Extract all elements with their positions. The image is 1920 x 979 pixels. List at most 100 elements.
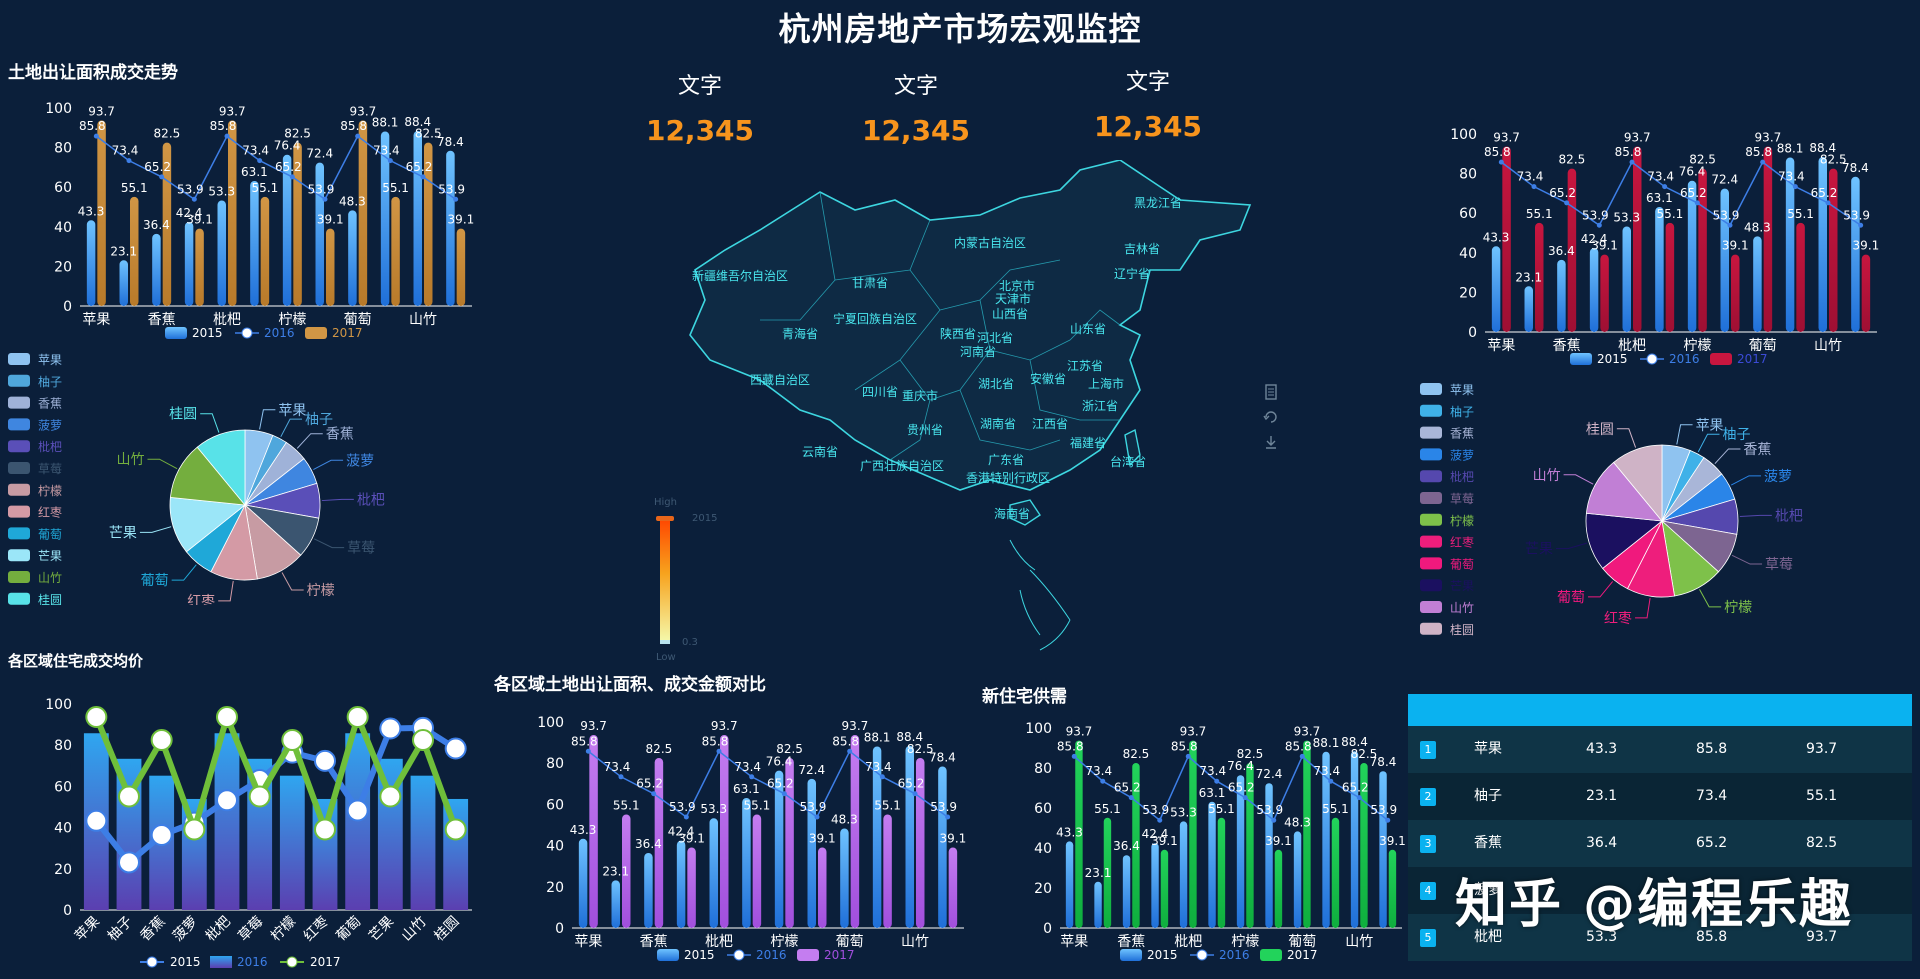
data-label-2015: 88.4 [1341, 735, 1368, 749]
legend-swatch [8, 353, 30, 365]
x-tick-label: 柠檬 [268, 914, 299, 945]
bar-2015 [1151, 843, 1159, 928]
province-label: 西藏自治区 [750, 373, 810, 387]
data-label-2017: 39.1 [1591, 239, 1618, 253]
data-label-2015: 36.4 [635, 837, 662, 851]
bar-2015 [1094, 881, 1102, 928]
bar-2015 [1122, 855, 1131, 928]
data-label-2016: 85.8 [571, 734, 598, 748]
data-label-2017: 93.7 [1624, 130, 1651, 144]
legend-label-2016: 2016 [264, 326, 295, 340]
data-label-2016: 65.2 [1342, 781, 1369, 795]
table-header-cell [1574, 694, 1684, 726]
data-label-2017: 82.5 [1559, 153, 1586, 167]
point-2015 [85, 809, 108, 832]
x-tick-label: 枇杷 [213, 312, 241, 328]
bar-2017 [1502, 146, 1511, 332]
visual-map-bottom-handle[interactable] [660, 640, 670, 644]
pie-slice [196, 429, 246, 507]
bar-2015 [1322, 751, 1330, 928]
bar-2016 [345, 733, 371, 910]
data-label-2015: 63.1 [1646, 191, 1673, 205]
bar-2015 [282, 154, 292, 306]
data-label-2015: 72.4 [1711, 173, 1738, 187]
save-image-icon[interactable] [1263, 434, 1279, 450]
data-label-2015: 88.1 [1313, 736, 1340, 750]
legend-marker-2016 [241, 327, 253, 339]
data-label-2015: 76.4 [1679, 165, 1706, 179]
pie-label-line [313, 538, 345, 549]
legend-swatch [1420, 557, 1442, 570]
table-cell: 93.7 [1806, 929, 1838, 945]
pie-label-line [259, 409, 276, 430]
bar-2017 [456, 228, 466, 306]
x-tick-label: 葡萄 [836, 934, 864, 950]
legend-label-2016: 2016 [1219, 948, 1250, 962]
bar-2017 [1303, 740, 1311, 928]
point-2016 [1629, 159, 1635, 165]
bar-2017 [1796, 222, 1805, 332]
legend-swatch-2017 [305, 327, 327, 339]
x-tick-label: 香蕉 [148, 312, 176, 328]
legend-label: 枇杷 [1450, 469, 1474, 484]
province-label: 青海省 [782, 326, 818, 341]
data-label-2016: 73.4 [1085, 764, 1112, 778]
bar-2017 [948, 847, 958, 928]
data-label-2015: 88.4 [896, 730, 923, 744]
x-tick-label: 香蕉 [1553, 338, 1581, 354]
visual-map-top-handle[interactable] [656, 516, 674, 521]
province-label: 贵州省 [907, 423, 943, 437]
data-label-2015: 42.4 [1581, 232, 1608, 246]
y-tick-label: 100 [1450, 127, 1477, 143]
province-label: 湖南省 [980, 416, 1016, 431]
data-label-2016: 73.4 [373, 144, 400, 158]
bar-2015 [1379, 771, 1387, 928]
data-label-2015: 48.3 [831, 813, 858, 827]
point-2017 [314, 818, 336, 841]
bar-2017 [1189, 740, 1197, 928]
data-label-2017: 55.1 [1322, 802, 1349, 816]
land-trend-chart: 0 20 40 60 80 100 43.3 93.7 苹果 23.1 55.1 36.4 82.5 香蕉… [45, 101, 474, 340]
point-2016 [1214, 778, 1220, 784]
legend-swatch [1420, 404, 1442, 417]
data-label-2017: 55.1 [1208, 802, 1235, 816]
bar-2015 [938, 766, 947, 928]
province-label: 山东省 [1070, 322, 1106, 336]
section-title-district-compare: 各区域土地出让面积、成交金额对比 [494, 675, 766, 695]
table-cell: 枇杷 [1474, 929, 1502, 945]
legend-label: 柠檬 [1450, 513, 1474, 528]
y-tick-label: 20 [1034, 881, 1052, 897]
point-2016 [1271, 817, 1277, 823]
data-label-2017: 39.1 [809, 831, 836, 845]
pie-label: 菠萝 [1764, 469, 1792, 485]
data-label-2017: 82.5 [284, 127, 311, 141]
point-2016 [1185, 753, 1191, 759]
pie-label-line [200, 413, 220, 433]
province-label: 海南省 [994, 506, 1030, 521]
data-label-2016: 65.2 [1114, 781, 1141, 795]
bar-2017 [687, 847, 696, 928]
table-cell: 82.5 [1806, 835, 1838, 851]
legend-swatch [1420, 470, 1442, 483]
restore-icon[interactable] [1263, 409, 1279, 425]
data-label-2016: 85.8 [702, 734, 729, 748]
watermark: 知乎 @编程乐趣 [1455, 875, 1854, 935]
y-tick-label: 80 [1459, 167, 1477, 183]
data-label-2015: 88.4 [1809, 141, 1836, 155]
point-2015 [118, 851, 140, 874]
stat-label: 文字 [893, 74, 938, 99]
bar-2017 [818, 847, 827, 928]
data-label-2016: 73.4 [604, 760, 631, 774]
data-label-2015: 23.1 [110, 244, 137, 258]
x-tick-label: 苹果 [82, 312, 110, 328]
y-tick-label: 20 [54, 259, 72, 275]
province-label: 上海市 [1088, 376, 1124, 391]
table-cell: 55.1 [1806, 788, 1838, 804]
data-label-2016: 85.8 [79, 119, 106, 133]
pie-label-line [1731, 554, 1763, 565]
stat-value: 12,345 [645, 114, 755, 147]
legend-label: 桂圆 [38, 592, 62, 605]
data-view-icon[interactable] [1263, 384, 1279, 400]
visual-map-slider[interactable]: High 2015 0.3 Low [640, 494, 720, 664]
